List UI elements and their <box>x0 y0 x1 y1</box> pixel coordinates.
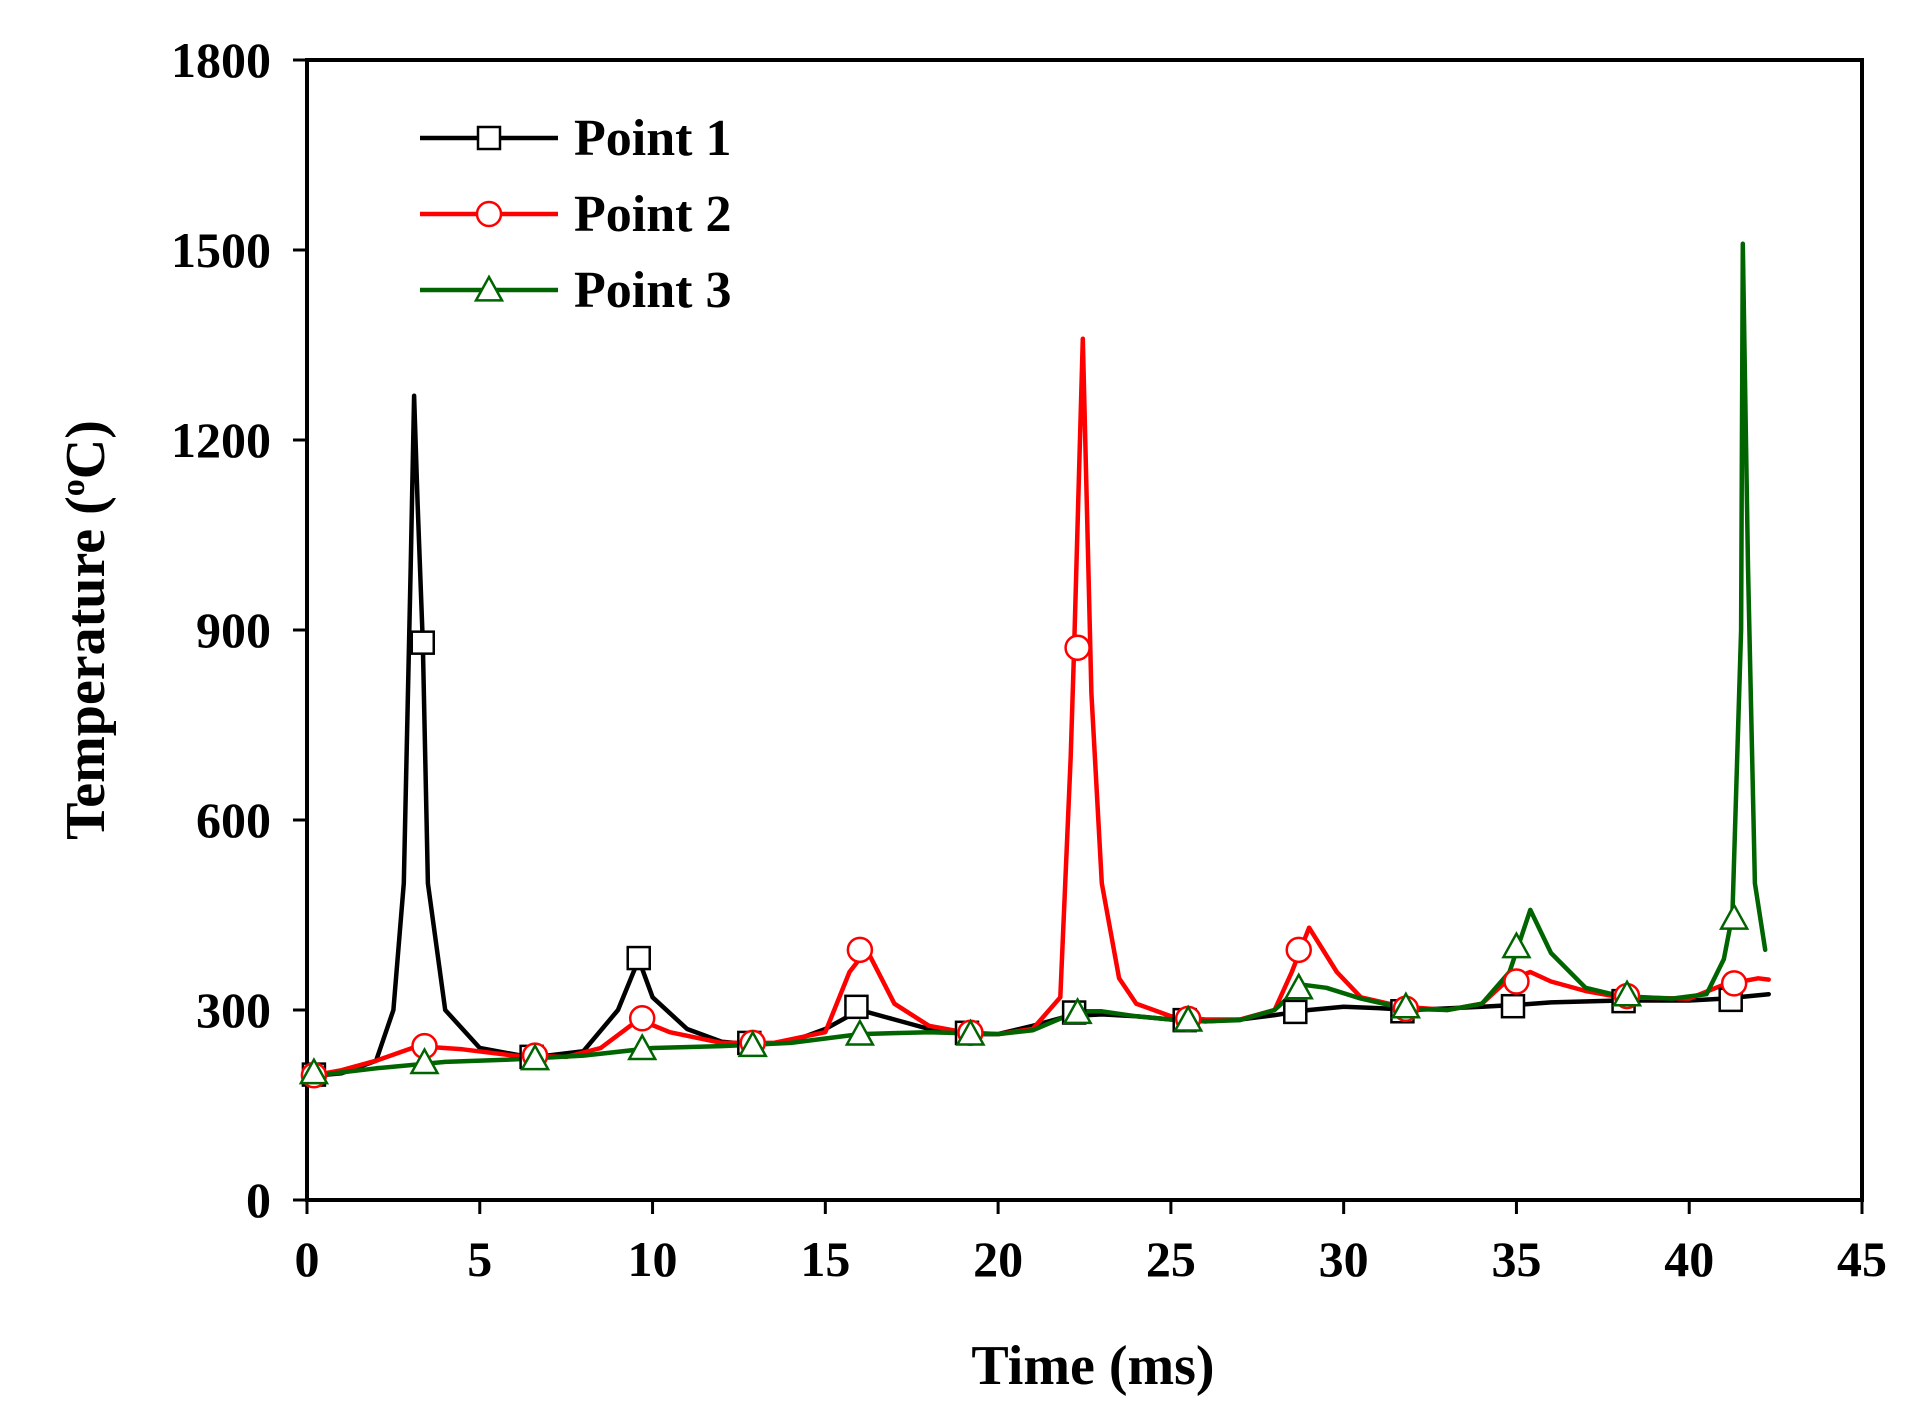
x-tick-label: 45 <box>1837 1231 1887 1287</box>
legend-point-1-marker <box>476 125 502 151</box>
point-3-marker <box>1390 991 1421 1019</box>
point-1-marker <box>626 945 651 971</box>
y-axis-title-end: C) <box>55 420 117 479</box>
marker-layer <box>298 630 1750 1089</box>
point-3-marker <box>844 1018 876 1046</box>
legend-point-1-label: Point 1 <box>574 110 731 167</box>
legend: Point 1 Point 2 Point 3 <box>420 110 731 319</box>
point-3-marker <box>298 1057 330 1085</box>
legend-point-3-label: Point 3 <box>574 262 731 319</box>
y-tick-label: 300 <box>196 982 271 1038</box>
y-axis-title-sup: o <box>55 479 92 496</box>
point-3-marker <box>737 1029 768 1058</box>
point-3-marker <box>1611 979 1643 1007</box>
point-3-marker <box>519 1043 551 1071</box>
axis-layer: 0 5 10 15 20 25 30 35 40 45 0 300 600 900 1200 1500 1800 <box>171 32 1887 1287</box>
legend-point-3-marker <box>473 274 505 302</box>
point-3-marker <box>1501 931 1532 959</box>
point-3-marker <box>409 1046 440 1075</box>
x-tick-label: 35 <box>1491 1231 1541 1287</box>
x-tick-label: 5 <box>467 1231 492 1287</box>
point-2-marker <box>628 1004 656 1032</box>
point-2-marker <box>1720 970 1748 997</box>
y-tick-label: 1500 <box>171 222 271 278</box>
x-axis-title: Time (ms) <box>971 1335 1214 1397</box>
y-axis-title: Temperature (oC) <box>55 420 117 840</box>
y-tick-label: 1200 <box>171 412 271 468</box>
y-tick-label: 1800 <box>171 32 271 88</box>
legend-point-2-label: Point 2 <box>574 186 731 243</box>
point-2-marker <box>1064 634 1091 661</box>
point-2-marker <box>1503 968 1530 995</box>
point-2-marker <box>1285 936 1312 964</box>
x-tick-label: 15 <box>800 1231 850 1287</box>
point-2-marker <box>846 936 874 964</box>
y-tick-label: 600 <box>196 792 271 848</box>
x-tick-label: 10 <box>628 1231 678 1287</box>
x-tick-label: 20 <box>973 1231 1023 1287</box>
point-1-marker <box>1283 999 1308 1025</box>
x-tick-label: 25 <box>1146 1231 1196 1287</box>
point-3-marker <box>955 1018 986 1046</box>
x-tick-label: 0 <box>295 1231 320 1287</box>
x-tick-label: 40 <box>1664 1231 1714 1287</box>
point-3-marker <box>1283 972 1314 1000</box>
y-tick-label: 900 <box>196 602 271 658</box>
point-3-marker <box>627 1033 658 1061</box>
point-1-marker <box>1500 993 1526 1019</box>
point-1-marker <box>844 994 869 1020</box>
point-3-marker <box>1173 1004 1204 1032</box>
y-axis-title-main: Temperature ( <box>55 496 117 840</box>
legend-point-2-marker <box>475 200 503 228</box>
point-1-marker <box>410 630 436 655</box>
point-3-marker <box>1062 996 1093 1025</box>
y-tick-label: 0 <box>246 1172 271 1228</box>
point-3-marker <box>1719 902 1750 930</box>
x-tick-label: 30 <box>1319 1231 1369 1287</box>
